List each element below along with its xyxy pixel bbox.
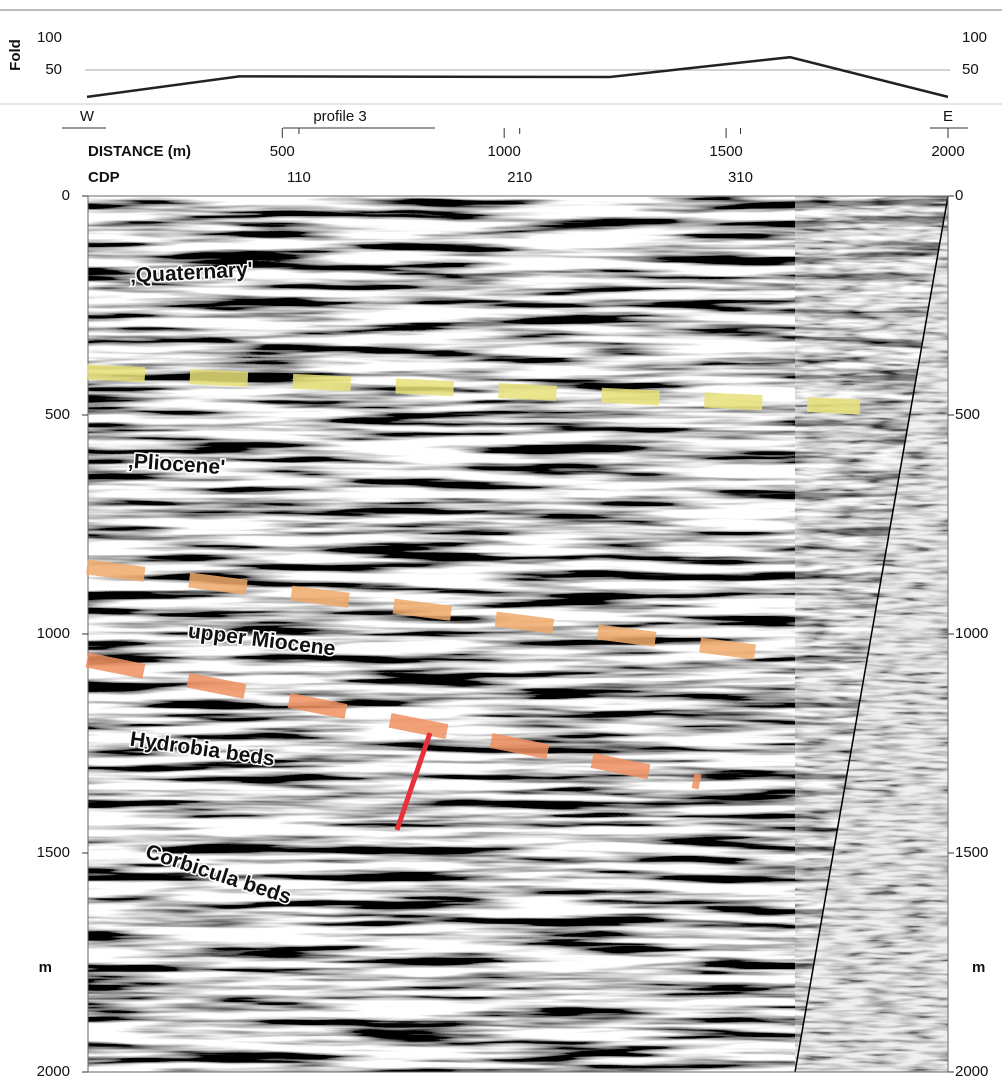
depth-unit: m [39, 959, 52, 976]
x-tick-label: 2000 [931, 143, 964, 160]
y-tick-label: 500 [45, 406, 70, 423]
y-tick-label: 0 [62, 187, 70, 204]
y-tick-label: 0 [955, 187, 963, 204]
depth-unit: m [972, 959, 985, 976]
y-tick-label: 500 [955, 406, 980, 423]
y-tick-label: 2000 [955, 1063, 988, 1080]
y-tick-label: 1500 [955, 844, 988, 861]
cdp-tick-label: 210 [507, 169, 532, 186]
y-tick-label: 2000 [37, 1063, 70, 1080]
fold-line [87, 57, 948, 97]
figure: Fold ‚Quaternary' ‚Pliocene' upper Mioce… [0, 0, 1002, 1083]
y-tick-label: 1000 [37, 625, 70, 642]
y-tick-label: 1500 [37, 844, 70, 861]
x-tick-label: 1500 [709, 143, 742, 160]
x-tick-label: 500 [270, 143, 295, 160]
y-tick-label: 100 [962, 29, 987, 46]
cdp-label: CDP [88, 169, 120, 186]
east-label: E [943, 108, 953, 125]
y-tick-label: 100 [37, 29, 62, 46]
west-label: W [80, 108, 95, 125]
y-tick-label: 50 [45, 61, 62, 78]
fold-label: Fold [7, 39, 24, 71]
cdp-tick-label: 110 [287, 169, 311, 186]
y-tick-label: 50 [962, 61, 979, 78]
distance-label: DISTANCE (m) [88, 143, 191, 160]
y-tick-label: 1000 [955, 625, 988, 642]
profile-label: profile 3 [313, 108, 366, 125]
x-tick-label: 1000 [487, 143, 520, 160]
cdp-tick-label: 310 [728, 169, 753, 186]
